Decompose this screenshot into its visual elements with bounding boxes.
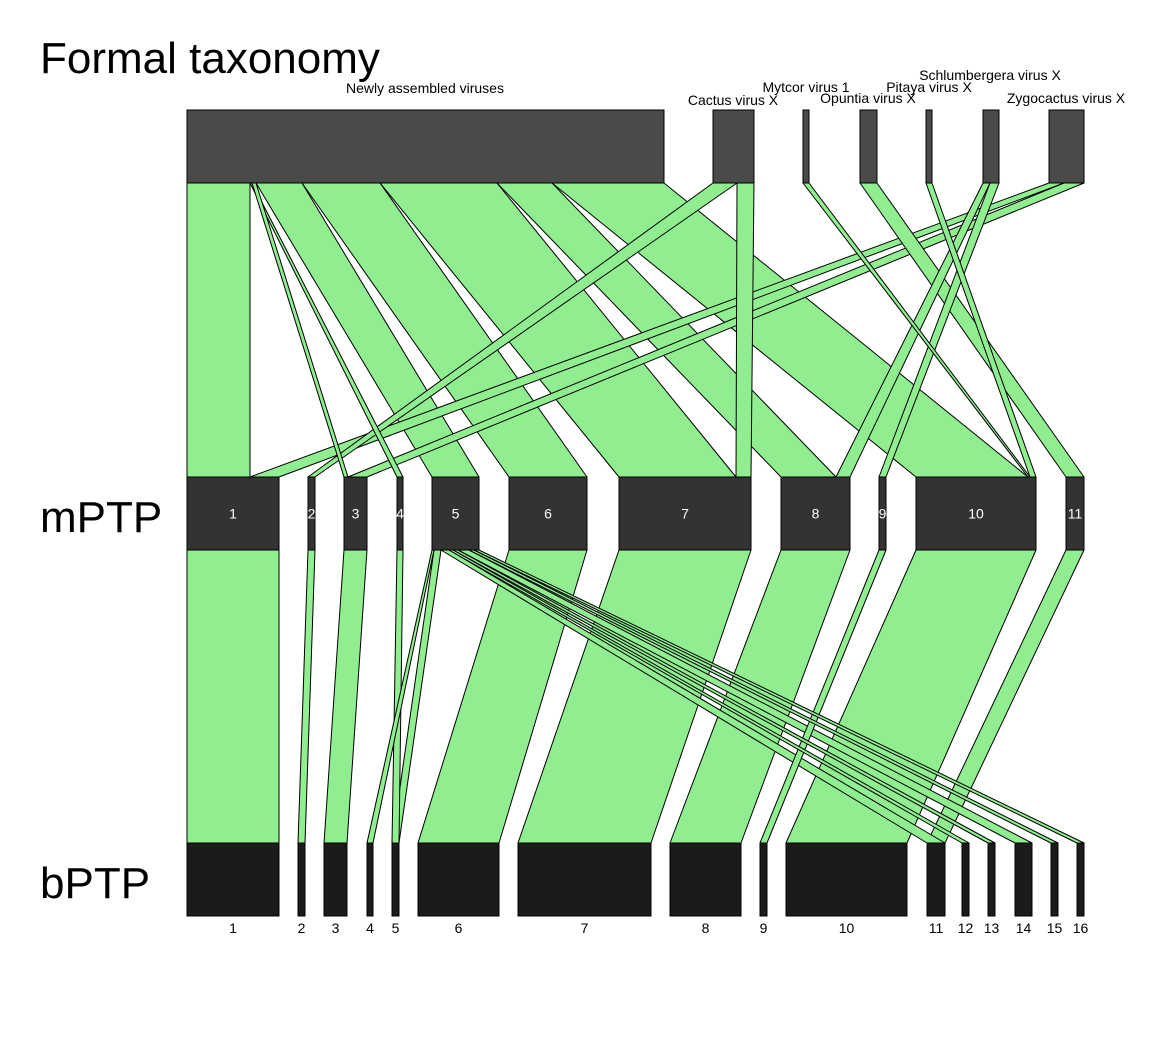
mid-node-label-m7: 7: [681, 506, 689, 522]
ribbon-top-newly-to-m1: [186, 182, 251, 478]
mid-node-m1: [186, 476, 280, 551]
bot-node-label-b6: 6: [455, 920, 463, 936]
bot-node-label-b10: 10: [839, 920, 855, 936]
bot-node-label-b1: 1: [229, 920, 237, 936]
top-node-label-pitaya: Pitaya virus X: [886, 79, 972, 95]
bot-node-label-b14: 14: [1016, 920, 1032, 936]
mid-node-label-m5: 5: [452, 506, 460, 522]
top-node-label-cactus: Cactus virus X: [688, 92, 779, 108]
mid-node-m3: [343, 476, 368, 551]
ribbon-bot-m2-to-b2: [297, 549, 316, 844]
bot-node-b2: [297, 842, 306, 917]
bot-node-label-b9: 9: [760, 920, 768, 936]
top-node-label-opuntia: Opuntia virus X: [820, 90, 916, 106]
mid-node-m7: [618, 476, 752, 551]
bot-node-b12: [961, 842, 970, 917]
bot-node-b16: [1076, 842, 1085, 917]
mid-node-label-m6: 6: [544, 506, 552, 522]
bot-node-b11: [926, 842, 946, 917]
bot-node-b6: [417, 842, 500, 917]
bot-node-label-b2: 2: [298, 920, 306, 936]
mid-node-label-m3: 3: [352, 506, 360, 522]
bot-node-b8: [669, 842, 742, 917]
top-node-label-newly: Newly assembled viruses: [346, 80, 504, 96]
mid-node-m10: [915, 476, 1037, 551]
bot-node-label-b8: 8: [702, 920, 710, 936]
mid-node-m9: [878, 476, 887, 551]
mid-node-label-m1: 1: [229, 506, 237, 522]
ribbons-layer: [186, 182, 1085, 844]
mid-node-m5: [431, 476, 480, 551]
ribbon-top-cactus-to-m7: [735, 182, 755, 478]
bot-node-b10: [785, 842, 908, 917]
bot-node-label-b4: 4: [366, 920, 374, 936]
mid-node-m2: [307, 476, 316, 551]
top-node-label-schlum: Schlumbergera virus X: [919, 67, 1061, 83]
bot-node-label-b11: 11: [929, 920, 944, 936]
ribbon-bot-m1-to-b1: [186, 549, 280, 844]
mid-node-label-m2: 2: [308, 506, 316, 522]
bot-node-b1: [186, 842, 280, 917]
top-node-newly: [186, 109, 665, 184]
mid-node-m8: [780, 476, 851, 551]
bot-node-label-b5: 5: [392, 920, 400, 936]
ribbon-bot-m3-to-b3: [323, 549, 368, 844]
mid-node-label-m10: 10: [968, 506, 984, 522]
bot-node-b7: [517, 842, 652, 917]
bot-node-b3: [323, 842, 348, 917]
top-node-schlum: [982, 109, 1000, 184]
top-node-pitaya: [925, 109, 933, 184]
bot-node-b13: [987, 842, 996, 917]
top-node-label-zygo: Zygocactus virus X: [1007, 90, 1126, 106]
bot-node-b15: [1050, 842, 1059, 917]
mptp-title: mPTP: [40, 493, 163, 542]
bot-node-b4: [366, 842, 374, 917]
bot-node-label-b12: 12: [958, 920, 974, 936]
top-node-cactus: [712, 109, 755, 184]
bot-node-label-b16: 16: [1073, 920, 1089, 936]
formal-taxonomy-title: Formal taxonomy: [40, 34, 380, 83]
top-node-opuntia: [859, 109, 878, 184]
mid-node-m11: [1065, 476, 1085, 551]
mid-node-label-m9: 9: [879, 506, 887, 522]
bars-layer: [186, 109, 1085, 917]
bot-node-label-b3: 3: [332, 920, 340, 936]
mid-node-label-m4: 4: [396, 506, 404, 522]
top-node-mytcor: [802, 109, 810, 184]
bot-node-b14: [1014, 842, 1033, 917]
bot-node-b5: [391, 842, 400, 917]
mid-node-label-m8: 8: [812, 506, 820, 522]
top-node-zygo: [1048, 109, 1085, 184]
labels-layer: Newly assembled viruses Cactus virus XMyt…: [229, 67, 1126, 936]
mid-node-m4: [396, 476, 404, 551]
bot-node-label-b7: 7: [581, 920, 589, 936]
bot-node-label-b13: 13: [984, 920, 1000, 936]
bot-node-b9: [759, 842, 768, 917]
top-node-label-mytcor: Mytcor virus 1: [762, 79, 849, 95]
bptp-title: bPTP: [40, 859, 151, 908]
bot-node-label-b15: 15: [1047, 920, 1063, 936]
mid-node-label-m11: 11: [1068, 506, 1083, 522]
mid-node-m6: [508, 476, 588, 551]
